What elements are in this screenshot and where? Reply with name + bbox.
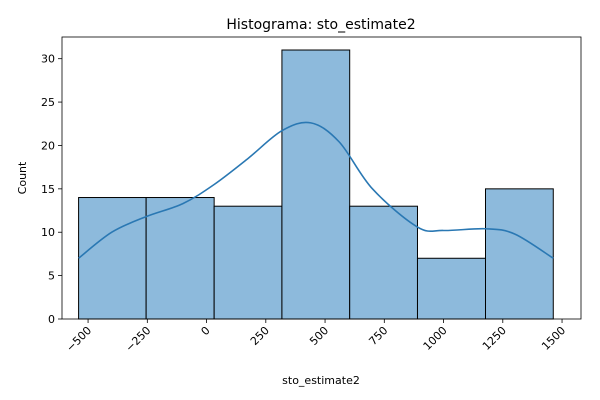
- y-tick-label: 15: [41, 183, 55, 196]
- x-tick-label: 250: [248, 324, 272, 348]
- chart-title: Histograma: sto_estimate2: [226, 17, 415, 33]
- y-tick-label: 5: [48, 270, 55, 283]
- x-tick-label: 1000: [421, 324, 450, 353]
- y-tick-label: 25: [41, 96, 55, 109]
- histogram-bar-0: [78, 197, 147, 320]
- x-axis-label: sto_estimate2: [282, 374, 360, 387]
- kde-curve: [78, 121, 554, 259]
- y-tick-label: 20: [41, 139, 55, 152]
- y-tick-label: 0: [48, 313, 55, 326]
- x-tick-label: 0: [199, 324, 213, 338]
- histogram-bar-5: [416, 257, 486, 320]
- histogram-bar-6: [484, 188, 554, 320]
- y-tick-label: 10: [41, 226, 55, 239]
- x-tick-label: 500: [307, 324, 331, 348]
- x-tick-label: 750: [366, 324, 390, 348]
- y-axis-ticks: 0 5 10 15 20 25 30: [41, 53, 62, 326]
- histogram-bar-3: [281, 49, 351, 320]
- x-axis-ticks: −500 −250 0 250 500 750 1000 1250 1500: [64, 319, 568, 355]
- y-axis-label: Count: [16, 161, 29, 194]
- x-tick-label: −250: [123, 324, 154, 355]
- histogram-bars: [78, 49, 554, 320]
- x-tick-label: −500: [64, 324, 95, 355]
- histogram-bar-2: [213, 205, 283, 320]
- x-tick-label: 1500: [539, 324, 568, 353]
- plot-frame: [61, 36, 582, 320]
- y-tick-label: 30: [41, 53, 55, 66]
- x-tick-label: 1250: [480, 324, 509, 353]
- histogram-bar-1: [145, 197, 215, 320]
- histogram-bar-4: [349, 205, 418, 320]
